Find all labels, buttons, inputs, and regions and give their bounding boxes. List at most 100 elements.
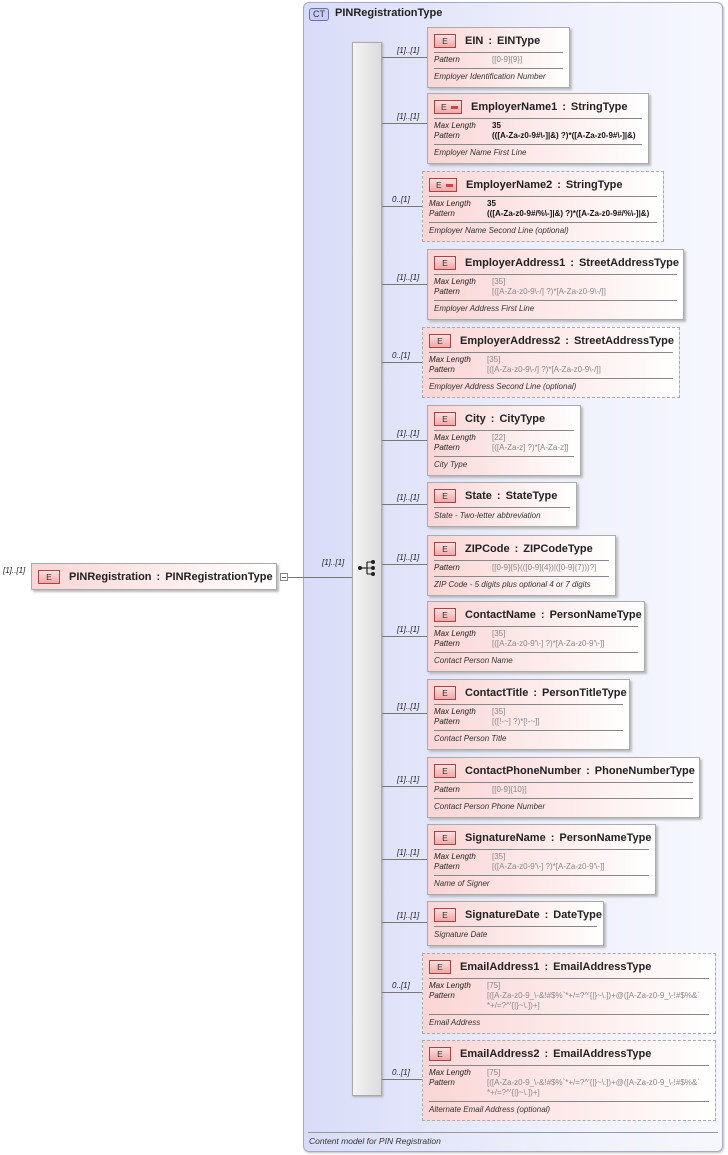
element-employername2[interactable]: E EmployerName2: StringType Max Length 35 Pat… — [422, 171, 664, 242]
connector-line — [382, 362, 422, 363]
element-contactphonenumber[interactable]: E ContactPhoneNumber: PhoneNumberType Patte… — [427, 757, 700, 818]
collapse-toggle-icon[interactable] — [280, 573, 288, 581]
facet-value: [35] — [492, 277, 506, 286]
element-type: PersonNameType — [549, 608, 642, 621]
element-documentation: Signature Date — [434, 930, 488, 939]
element-documentation: City Type — [434, 460, 468, 469]
facet-value: [([!-~] ?)*[!-~]] — [492, 717, 540, 726]
divider — [434, 875, 649, 876]
divider — [434, 118, 642, 119]
element-type: CityType — [499, 412, 546, 425]
element-documentation: Employer Address Second Line (optional) — [429, 382, 577, 391]
divider — [429, 978, 709, 979]
root-element-name: PINRegistration — [69, 570, 152, 583]
facet-row: Pattern (([A-Za-z0-9#/%\-]|&) ?)*([A-Za-z… — [429, 209, 657, 219]
occurrence-label: [1]..[1] — [397, 625, 420, 634]
facet-key: Pattern — [434, 862, 460, 871]
root-element[interactable]: E PINRegistration : PINRegistrationType — [31, 563, 277, 590]
element-ein[interactable]: E EIN: EINType Pattern [[0-9]{9}] Employer Id… — [427, 27, 570, 88]
divider — [429, 1101, 709, 1102]
type-separator: : — [496, 489, 501, 502]
element-name: EmailAddress2 — [460, 1047, 540, 1060]
type-separator: : — [544, 908, 549, 921]
facet-key: Pattern — [429, 209, 455, 218]
element-emailaddress1[interactable]: E EmailAddress1: EmailAddressType Max Lengt… — [422, 953, 716, 1034]
facet-value: [22] — [492, 433, 506, 442]
facet-row: Max Length [35] — [434, 277, 677, 287]
element-city[interactable]: E City: CityType Max Length [22] Pattern [([A-… — [427, 405, 581, 476]
element-employeraddress1[interactable]: E EmployerAddress1: StreetAddressType Max L… — [427, 249, 684, 320]
element-icon: E — [434, 607, 456, 622]
element-header: E EmailAddress2: EmailAddressType — [429, 1045, 709, 1062]
element-employeraddress2[interactable]: E EmployerAddress2: StreetAddressType Max L… — [422, 327, 680, 398]
divider — [429, 378, 673, 379]
facet-key: Pattern — [429, 991, 455, 1000]
element-name: ContactName — [465, 608, 536, 621]
facet-row: Pattern [([A-Za-z0-9_\-&!#$%`*+/=?^'{|}~\… — [429, 1078, 709, 1098]
element-icon: E — [434, 33, 456, 48]
element-contacttitle[interactable]: E ContactTitle: PersonTitleType Max Length [… — [427, 679, 630, 750]
facet-key: Pattern — [434, 717, 460, 726]
connector-line — [382, 713, 427, 714]
divider — [434, 560, 609, 561]
occurrence-label: [1]..[1] — [397, 273, 420, 282]
facet-row: Pattern [([A-Za-z0-9\-/] ?)*[A-Za-z0-9\-/… — [429, 365, 673, 375]
element-name: EmployerAddress2 — [460, 334, 561, 347]
element-header: E ContactPhoneNumber: PhoneNumberType — [434, 762, 695, 779]
occurrence-label: 0..[1] — [392, 981, 410, 990]
element-employername1[interactable]: E EmployerName1: StringType Max Length 35 Pat… — [427, 93, 649, 164]
facet-value: [([A-Za-z0-9'\-] ?)*[A-Za-z0-9'\-]] — [492, 862, 605, 871]
divider — [434, 456, 574, 457]
element-emailaddress2[interactable]: E EmailAddress2: EmailAddressType Max Lengt… — [422, 1040, 716, 1121]
element-name: EmailAddress1 — [460, 960, 540, 973]
type-separator: : — [550, 831, 555, 844]
complex-type-title: PINRegistrationType — [335, 7, 443, 19]
element-header: E EmployerName2: StringType — [429, 176, 657, 193]
facet-row: Pattern [([A-Za-z] ?)*[A-Za-z]] — [434, 443, 574, 453]
element-header: E SignatureName: PersonNameType — [434, 829, 651, 846]
element-header: E City: CityType — [434, 410, 574, 427]
facet-value: [[0-9]{10}] — [492, 785, 527, 794]
element-icon: E — [429, 177, 457, 192]
facet-row: Pattern [([A-Za-z0-9'\-] ?)*[A-Za-z0-9'\-… — [434, 639, 638, 649]
element-signaturedate[interactable]: E SignatureDate: DateType Signature Date — [427, 901, 604, 946]
element-icon: E — [434, 830, 456, 845]
facet-key: Max Length — [434, 629, 476, 638]
divider — [434, 704, 623, 705]
element-header: E State: StateType — [434, 487, 570, 504]
element-documentation: State - Two-letter abbreviation — [434, 511, 541, 520]
element-header: E SignatureDate: DateType — [434, 906, 602, 923]
divider — [434, 849, 649, 850]
element-type: PersonTitleType — [542, 686, 627, 699]
element-documentation: Name of Signer — [434, 879, 490, 888]
element-state[interactable]: E State: StateType State - Two-letter abbre… — [427, 482, 577, 527]
element-name: EmployerName1 — [471, 100, 558, 113]
element-signaturename[interactable]: E SignatureName: PersonNameType Max Length [… — [427, 824, 656, 895]
element-type: ZIPCodeType — [523, 542, 593, 555]
element-type: EmailAddressType — [553, 1047, 652, 1060]
element-zipcode[interactable]: E ZIPCode: ZIPCodeType Pattern [[0-9]{5}(([0… — [427, 535, 616, 596]
facet-key: Pattern — [434, 639, 460, 648]
facet-value: [75] — [487, 1068, 501, 1077]
element-header: E EmailAddress1: EmailAddressType — [429, 958, 709, 975]
divider — [434, 926, 597, 927]
element-contactname[interactable]: E ContactName: PersonNameType Max Length [35… — [427, 601, 645, 672]
element-header: E EmployerAddress1: StreetAddressType — [434, 254, 679, 271]
type-separator: : — [540, 608, 545, 621]
element-documentation: Employer Name First Line — [434, 148, 527, 157]
connector-line — [288, 577, 352, 578]
facet-row: Max Length 35 — [434, 121, 642, 131]
element-header: E EIN: EINType — [434, 32, 563, 49]
element-documentation: Contact Person Name — [434, 656, 513, 665]
element-icon: E — [38, 569, 60, 584]
element-icon: E — [434, 411, 456, 426]
type-separator: : — [544, 960, 549, 973]
facet-key: Max Length — [434, 121, 476, 130]
element-name: City — [465, 412, 486, 425]
type-separator: : — [557, 178, 561, 191]
element-name: SignatureName — [465, 831, 546, 844]
facet-key: Pattern — [434, 785, 460, 794]
element-name: ZIPCode — [465, 542, 510, 555]
root-element-type: PINRegistrationType — [165, 570, 273, 583]
connector-line — [382, 1079, 422, 1080]
